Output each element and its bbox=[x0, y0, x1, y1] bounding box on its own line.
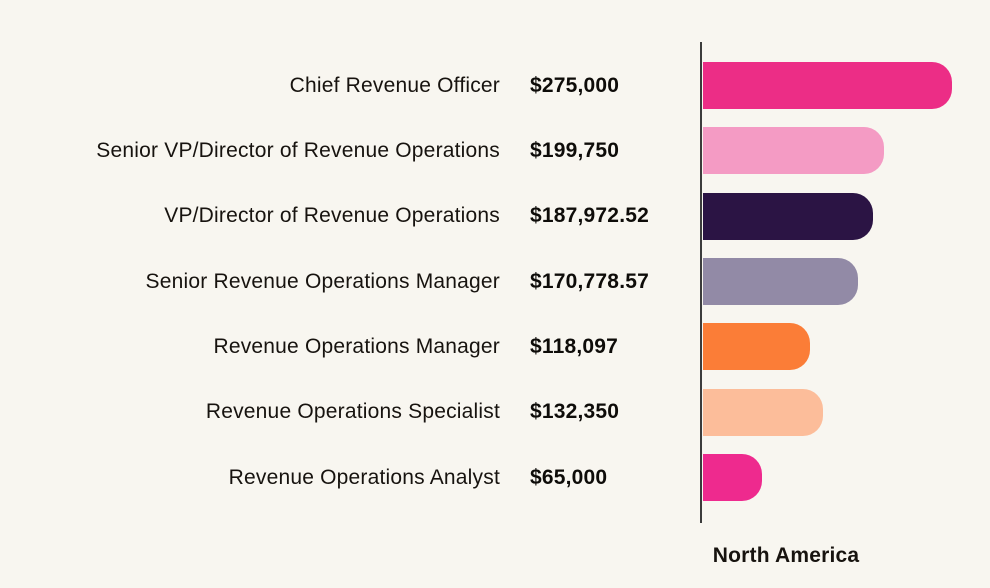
category-label: Revenue Operations Specialist bbox=[205, 400, 500, 424]
bar bbox=[703, 192, 874, 240]
category-label: VP/Director of Revenue Operations bbox=[164, 204, 500, 228]
bar-track bbox=[700, 454, 990, 502]
chart-row: Revenue Operations Analyst $65,000 bbox=[0, 445, 990, 510]
chart-row: Revenue Operations Specialist $132,350 bbox=[0, 380, 990, 445]
category-label: Senior Revenue Operations Manager bbox=[145, 269, 500, 293]
bar bbox=[703, 62, 952, 110]
bar-track bbox=[700, 192, 990, 240]
category-label: Chief Revenue Officer bbox=[289, 73, 500, 97]
y-axis-line bbox=[700, 42, 702, 523]
bar bbox=[703, 388, 823, 436]
value-label: $132,350 bbox=[530, 400, 620, 424]
value-label: $187,972.52 bbox=[530, 204, 649, 228]
chart-row: Senior Revenue Operations Manager $170,77… bbox=[0, 249, 990, 314]
chart-row: Chief Revenue Officer $275,000 bbox=[0, 53, 990, 118]
bar-track bbox=[700, 388, 990, 436]
category-label: Revenue Operations Analyst bbox=[228, 465, 500, 489]
bar bbox=[703, 323, 810, 371]
chart-row: VP/Director of Revenue Operations $187,97… bbox=[0, 184, 990, 249]
value-label: $65,000 bbox=[530, 465, 608, 489]
bar bbox=[703, 127, 884, 175]
bar-chart-rows: Chief Revenue Officer $275,000 Senior VP/D… bbox=[0, 53, 990, 510]
value-label: $118,097 bbox=[530, 334, 619, 358]
bar bbox=[703, 258, 858, 306]
bar-track bbox=[700, 258, 990, 306]
x-axis-label: North America bbox=[712, 544, 860, 567]
bar-track bbox=[700, 323, 990, 371]
bar bbox=[703, 454, 762, 502]
bar-track bbox=[700, 127, 990, 175]
chart-row: Revenue Operations Manager $118,097 bbox=[0, 314, 990, 379]
value-label: $199,750 bbox=[530, 138, 620, 162]
category-label: Senior VP/Director of Revenue Operations bbox=[96, 138, 500, 162]
value-label: $170,778.57 bbox=[530, 269, 649, 293]
value-label: $275,000 bbox=[530, 73, 620, 97]
category-label: Revenue Operations Manager bbox=[213, 334, 500, 358]
bar-track bbox=[700, 62, 990, 110]
chart-row: Senior VP/Director of Revenue Operations… bbox=[0, 118, 990, 183]
